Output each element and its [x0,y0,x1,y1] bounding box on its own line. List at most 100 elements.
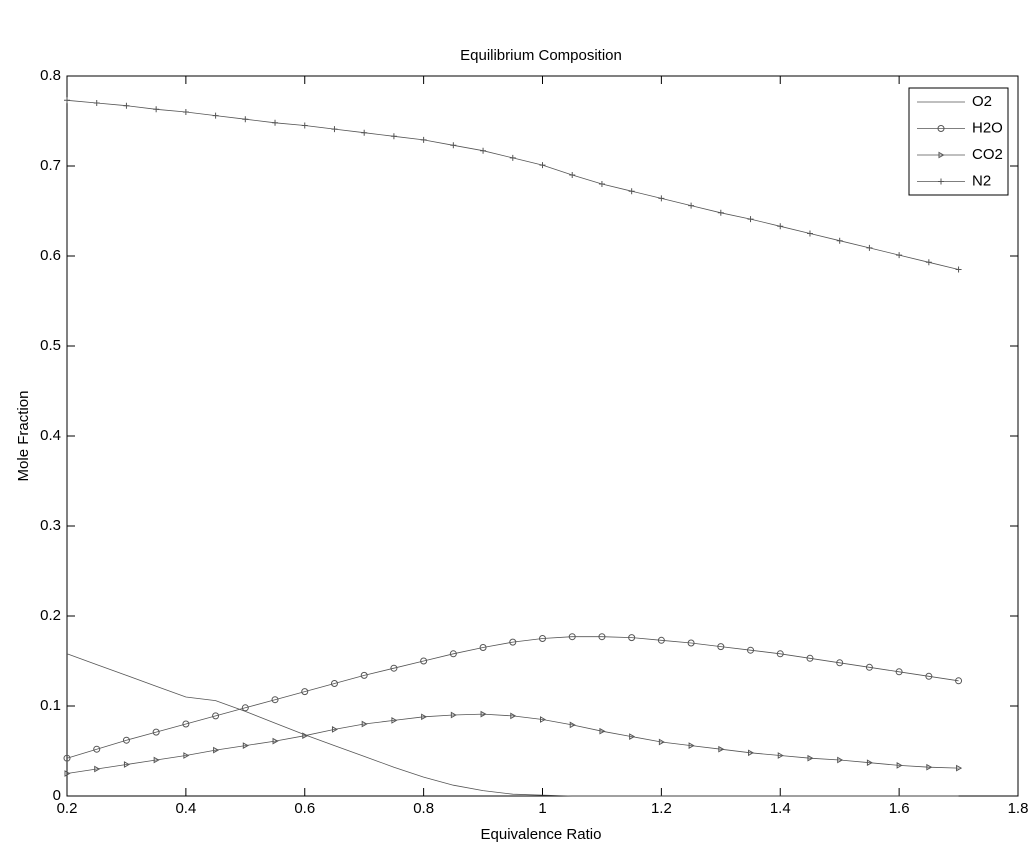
data-point [272,737,279,745]
data-point [123,761,130,768]
data-point [658,738,665,746]
data-point [420,136,427,143]
chart-title: Equilibrium Composition [460,47,622,64]
data-point [182,720,190,728]
data-point [540,716,547,723]
data-point [301,688,309,696]
y-tick-label: 0.5 [40,337,61,354]
legend-label: H2O [972,119,1003,136]
y-tick-label: 0.8 [40,67,61,84]
data-point [93,745,101,753]
data-point [361,129,368,136]
data-point [64,770,71,777]
data-point [806,230,813,237]
legend-marker [938,178,944,185]
data-point [836,659,844,667]
data-point [865,663,873,671]
data-point [183,752,190,759]
legend-label: O2 [972,93,992,110]
data-point [748,749,755,757]
data-point [212,112,219,119]
data-point [629,733,636,740]
series-line [66,653,959,797]
x-tick-label: 0.2 [57,800,78,817]
data-point [302,732,309,740]
data-point [925,259,932,266]
data-point [836,237,843,244]
data-point [956,764,963,772]
data-point [807,754,814,762]
data-point [806,654,814,662]
data-point [777,223,784,230]
data-point [64,97,70,104]
data-point [896,762,903,769]
data-point [479,644,487,651]
data-point [242,116,249,123]
data-point [747,216,754,223]
data-point [480,147,487,154]
data-point [658,195,665,202]
x-tick-label: 1.6 [889,800,910,817]
data-point [509,154,516,161]
data-point [628,634,636,642]
data-point [569,172,576,178]
data-point [123,102,130,109]
data-point [93,100,100,106]
data-point [361,720,368,728]
data-point [449,650,457,658]
series-line [66,713,959,774]
data-point [330,680,338,687]
data-point [480,710,487,718]
data-point [360,671,368,679]
data-point [301,122,308,129]
legend-marker [938,151,945,159]
data-point [895,668,903,676]
data-point [272,119,279,126]
data-point [657,636,665,644]
x-tick-label: 1.4 [770,800,791,817]
data-point [420,657,428,665]
legend-box [908,87,1009,196]
data-point [598,633,606,641]
data-point [421,713,428,721]
series-line [66,636,959,759]
legend-label: N2 [972,172,991,189]
data-point [153,106,160,113]
data-point [182,109,189,115]
data-point [955,266,962,273]
data-point [688,742,695,749]
data-point [688,202,695,209]
legend-marker [937,125,945,132]
y-tick-label: 0 [53,787,61,804]
legend-label: CO2 [972,146,1003,163]
data-point [391,717,398,724]
data-point [866,759,873,767]
data-point [568,633,576,641]
data-point [925,672,933,680]
x-tick-label: 1.8 [1008,800,1029,817]
data-point [63,754,71,762]
data-point [717,643,725,651]
x-axis-label: Equivalence Ratio [481,826,602,843]
x-tick-label: 1.2 [651,800,672,817]
data-point [153,756,160,764]
data-point [718,745,725,753]
y-tick-label: 0.1 [40,697,61,714]
data-point [687,639,695,647]
data-point [94,765,101,773]
data-point [747,646,755,654]
data-point [450,142,457,149]
data-point [539,635,546,642]
data-point [628,188,635,195]
data-point [450,711,457,719]
x-tick-label: 0.4 [175,800,196,817]
data-point [896,252,903,259]
x-tick-label: 1 [538,800,546,817]
data-point [717,209,724,216]
data-point [569,721,576,729]
data-point [241,704,249,712]
data-point [152,728,160,736]
